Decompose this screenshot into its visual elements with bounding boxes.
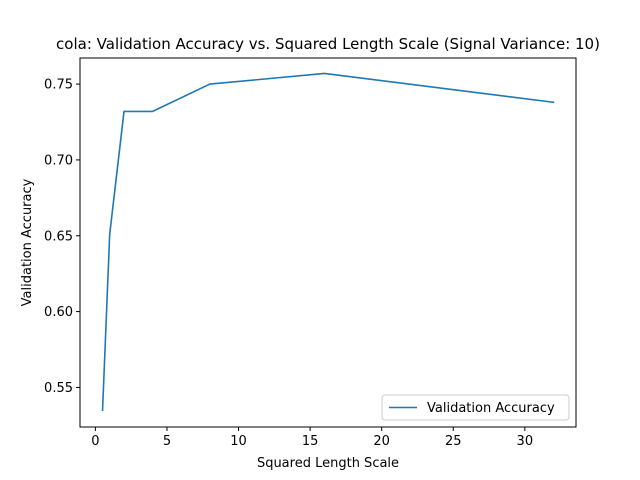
x-tick-label: 5 [163,434,171,449]
plot-area [80,58,576,427]
x-axis-ticks: 0 5 10 15 20 25 30 [91,427,533,449]
x-tick-label: 20 [373,434,390,449]
series-group [101,72,555,412]
legend: Validation Accuracy [381,394,570,421]
x-tick-label: 10 [230,434,247,449]
x-tick-label: 25 [445,434,462,449]
y-tick-label: 0.65 [44,229,73,244]
x-tick-label: 30 [517,434,534,449]
y-axis-ticks: 0.55 0.60 0.65 0.70 0.75 [44,78,80,396]
chart-title: cola: Validation Accuracy vs. Squared Le… [56,35,600,53]
x-axis-label: Squared Length Scale [257,456,399,471]
legend-box [381,394,570,421]
y-tick-label: 0.70 [44,153,73,168]
legend-label: Validation Accuracy [427,401,555,416]
x-tick-label: 0 [91,434,99,449]
y-axis-label: Validation Accuracy [20,178,35,306]
x-tick-label: 15 [302,434,319,449]
y-tick-label: 0.75 [44,78,73,93]
y-tick-label: 0.60 [44,305,73,320]
plot-frame [79,57,577,428]
y-tick-label: 0.55 [44,381,73,396]
series-line [101,72,555,412]
